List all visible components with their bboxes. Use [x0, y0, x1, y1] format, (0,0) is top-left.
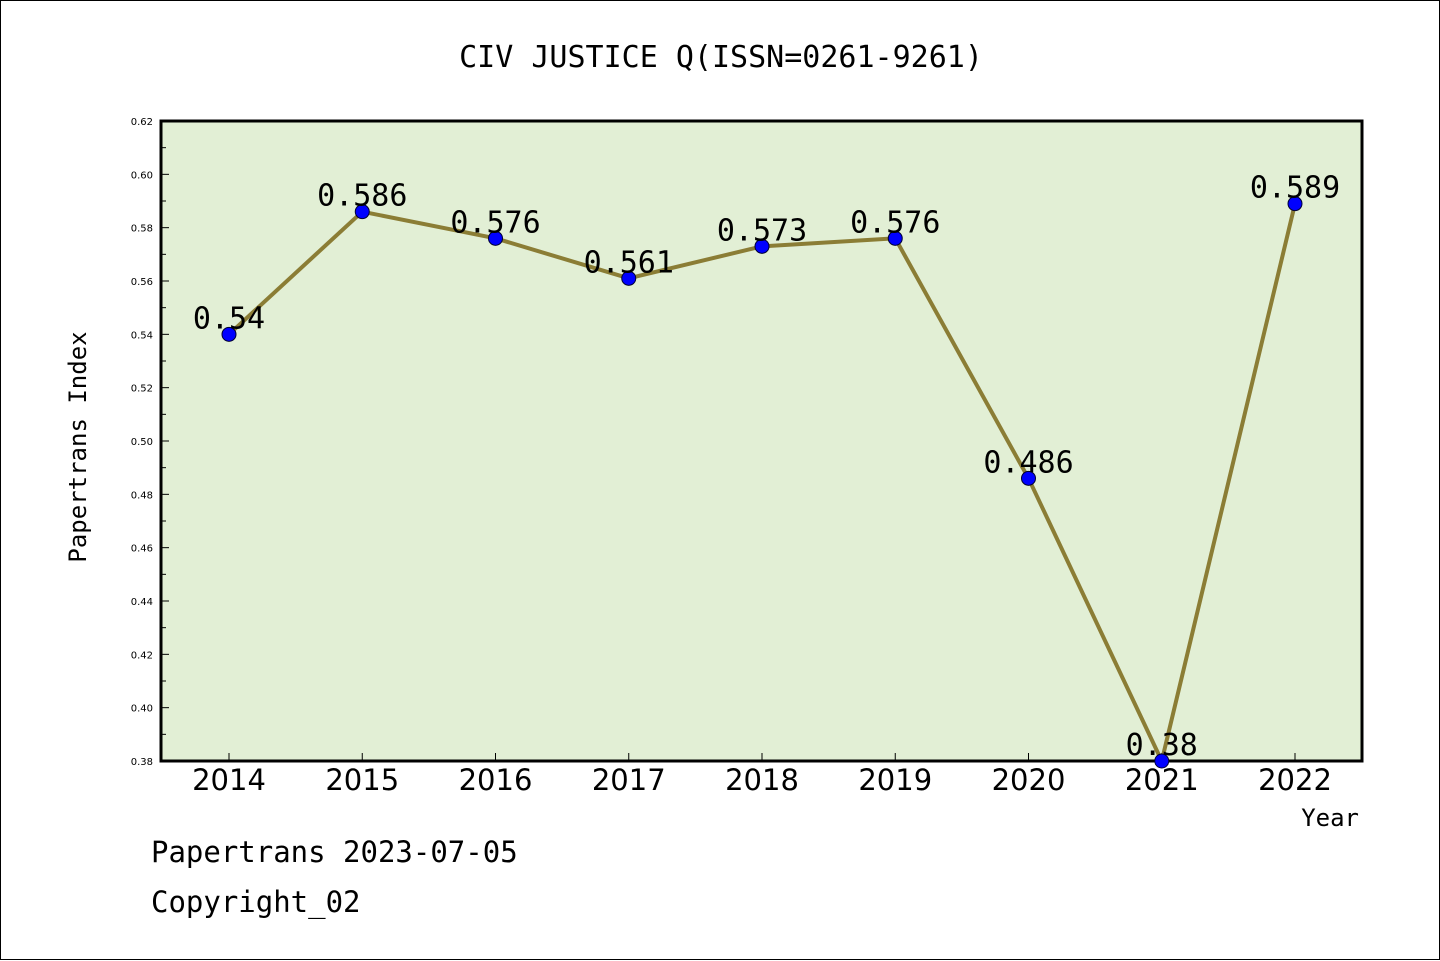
y-tick-label: 0.52: [131, 384, 153, 395]
x-tick-label: 2021: [1125, 763, 1199, 797]
data-point: [1287, 196, 1303, 212]
data-point: [621, 270, 637, 286]
data-label: 0.576: [450, 205, 540, 240]
data-point: [887, 230, 903, 246]
data-label: 0.561: [584, 245, 674, 280]
y-tick-label: 0.56: [131, 277, 153, 288]
data-point: [354, 204, 370, 220]
data-label: 0.38: [1126, 728, 1198, 763]
chart-title: CIV JUSTICE Q(ISSN=0261-9261): [459, 40, 983, 75]
data-label: 0.573: [717, 213, 807, 248]
y-tick-label: 0.58: [131, 224, 153, 235]
y-tick-label: 0.54: [131, 330, 153, 341]
y-tick-label: 0.62: [131, 117, 153, 128]
data-label: 0.486: [983, 445, 1073, 480]
data-point: [1021, 470, 1036, 486]
y-tick-label: 0.50: [131, 437, 153, 448]
y-tick-label: 0.48: [131, 490, 153, 501]
data-point: [488, 230, 503, 246]
x-tick-label: 2018: [725, 763, 799, 797]
y-tick-label: 0.42: [131, 650, 153, 661]
data-label: 0.576: [850, 205, 940, 240]
x-tick-label: 2014: [192, 763, 266, 797]
footer-date: Papertrans 2023-07-05: [151, 835, 518, 869]
y-axis: 0.38 0.40 0.42 0.44 0.46 0.48 0.50 0.52 0.54 0.56…: [131, 117, 169, 768]
y-tick-label: 0.38: [131, 757, 153, 768]
data-point: [754, 238, 770, 254]
x-tick-label: 2022: [1258, 763, 1332, 797]
x-tick-label: 2016: [459, 763, 533, 797]
data-label: 0.589: [1250, 171, 1340, 206]
y-tick-label: 0.40: [131, 704, 153, 715]
x-axis: 2014 2015 2016 2017 2018 2019 2020 2021 2022: [192, 753, 1332, 797]
y-tick-label: 0.46: [131, 544, 153, 555]
data-series: 0.54 0.586 0.576 0.561 0.573 0.576 0.486 0.38 0.…: [193, 171, 1340, 769]
x-tick-label: 2020: [992, 763, 1066, 797]
x-tick-label: 2015: [325, 763, 399, 797]
y-axis-label: Papertrans Index: [64, 331, 92, 562]
footer-copyright: Copyright_02: [151, 885, 361, 919]
data-label: 0.586: [317, 179, 407, 214]
y-tick-label: 0.60: [131, 170, 153, 181]
x-tick-label: 2019: [858, 763, 932, 797]
data-point: [221, 326, 237, 342]
x-tick-label: 2017: [592, 763, 666, 797]
plot-area: [159, 119, 1364, 763]
data-point: [1154, 753, 1170, 769]
data-label: 0.54: [193, 301, 265, 336]
x-axis-label: Year: [1301, 804, 1359, 832]
y-tick-label: 0.44: [131, 597, 153, 608]
